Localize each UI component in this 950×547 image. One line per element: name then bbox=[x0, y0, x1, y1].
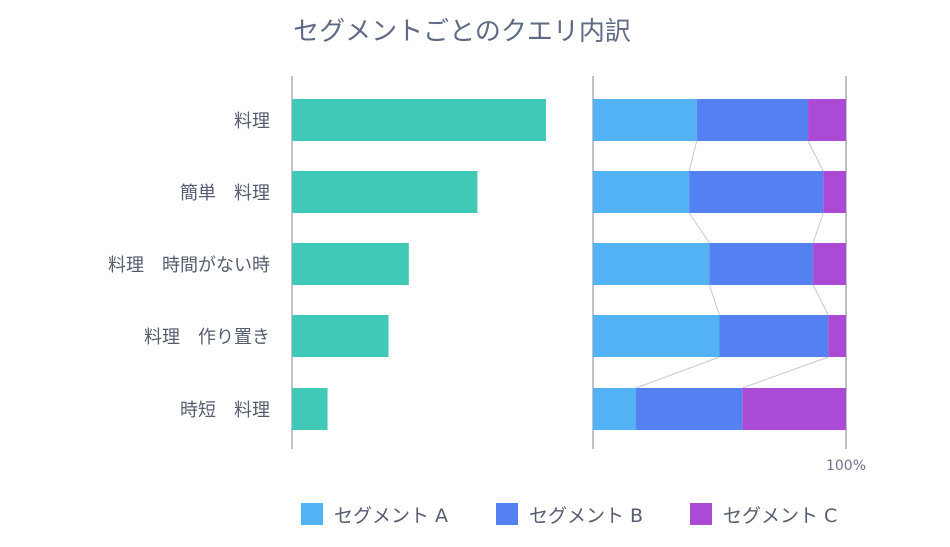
segment-bar bbox=[593, 171, 690, 213]
connector-line bbox=[812, 212, 824, 244]
category-label: 料理 作り置き bbox=[144, 327, 270, 348]
volume-bar bbox=[292, 243, 409, 285]
connector-line bbox=[708, 284, 720, 316]
segment-bar bbox=[719, 315, 829, 357]
category-label: 時短 料理 bbox=[180, 400, 270, 421]
chart-title: セグメントごとのクエリ内訳 bbox=[293, 17, 631, 47]
segment-bar bbox=[808, 99, 846, 141]
segment-bar bbox=[593, 315, 720, 357]
segment-bar bbox=[813, 243, 846, 285]
segment-bar bbox=[593, 388, 637, 430]
connector-line bbox=[635, 356, 720, 389]
segment-bar bbox=[689, 171, 824, 213]
connector-line bbox=[688, 212, 710, 244]
volume-bar bbox=[292, 315, 389, 357]
segment-bar bbox=[593, 243, 710, 285]
segment-bar bbox=[696, 99, 809, 141]
segment-bar bbox=[709, 243, 814, 285]
legend-label: セグメント A bbox=[334, 505, 448, 527]
connector-line bbox=[688, 140, 698, 172]
segment-bar bbox=[636, 388, 743, 430]
legend-swatch bbox=[690, 503, 712, 525]
connector-line bbox=[812, 284, 829, 316]
legend-swatch bbox=[301, 503, 323, 525]
connector-line bbox=[742, 356, 829, 389]
category-label: 簡単 料理 bbox=[180, 183, 270, 204]
breakdown-stacked-chart: 100% bbox=[592, 76, 866, 474]
connector-line bbox=[807, 140, 824, 172]
legend-label: セグメント C bbox=[723, 505, 837, 527]
tick-label-100: 100% bbox=[826, 458, 866, 474]
legend-label: セグメント B bbox=[529, 505, 643, 527]
category-label: 料理 時間がない時 bbox=[108, 255, 270, 276]
volume-bar bbox=[292, 171, 478, 213]
category-label: 料理 bbox=[234, 111, 270, 132]
segment-bar bbox=[828, 315, 846, 357]
legend: セグメント A セグメント B セグメント C bbox=[301, 503, 837, 527]
volume-bar bbox=[292, 99, 546, 141]
segment-bar bbox=[823, 171, 846, 213]
legend-swatch bbox=[496, 503, 518, 525]
segment-bar bbox=[742, 388, 846, 430]
volume-bar bbox=[292, 388, 328, 430]
segment-bar bbox=[593, 99, 697, 141]
